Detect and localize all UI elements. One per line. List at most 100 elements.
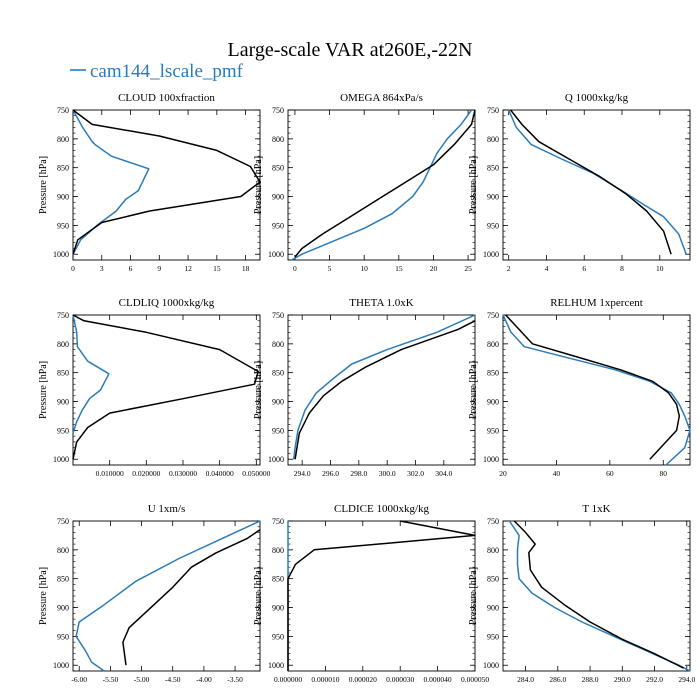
x-tick-label: 288.0 — [582, 675, 599, 684]
panel-6: RELHUM 1xpercent Pressure [hPa] 750 800 850 9… — [468, 297, 691, 478]
x-tick-label: 286.0 — [549, 675, 566, 684]
x-tick-label: 12 — [184, 264, 192, 273]
panel-3: Q 1000xkg/kg Pressure [hPa] 750 800 850 900 95… — [468, 92, 691, 273]
y-axis-label: Pressure [hPa] — [468, 361, 479, 419]
x-tick-label: 25 — [464, 264, 472, 273]
x-tick-label: 40 — [553, 469, 561, 478]
x-tick-label: 20 — [430, 264, 438, 273]
x-tick-label: 294.0 — [678, 675, 695, 684]
series-line-black — [287, 520, 476, 671]
y-tick-label: 950 — [57, 221, 69, 230]
x-tick-label: 3 — [100, 264, 104, 273]
y-axis-label: Pressure [hPa] — [38, 567, 49, 625]
panel-title: T 1xK — [582, 503, 610, 515]
x-tick-label: 80 — [660, 469, 668, 478]
panel-title: CLOUD 100xfraction — [118, 92, 215, 104]
plot-frame — [287, 109, 476, 261]
y-tick-label: 800 — [57, 340, 69, 349]
x-tick-label: 20 — [499, 469, 507, 478]
y-tick-label: 1000 — [268, 661, 284, 670]
x-tick-label: 0.000030 — [386, 675, 414, 684]
y-tick-label: 900 — [272, 604, 284, 613]
panel-1: CLOUD 100xfraction Pressure [hPa] 750 800 85… — [38, 92, 261, 273]
series-line-blue — [72, 314, 110, 434]
y-axis-label: Pressure [hPa] — [253, 567, 264, 625]
y-tick-label: 800 — [272, 546, 284, 555]
x-tick-label: 0 — [293, 264, 297, 273]
series-line-blue — [502, 314, 691, 466]
y-axis-label: Pressure [hPa] — [38, 156, 49, 214]
y-tick-label: 750 — [487, 106, 499, 115]
y-axis-label: Pressure [hPa] — [253, 156, 264, 214]
plot-frame — [72, 109, 261, 261]
panel-title: RELHUM 1xpercent — [550, 297, 643, 309]
y-tick-label: 900 — [272, 193, 284, 202]
x-tick-label: 0.040000 — [206, 469, 234, 478]
series-line-blue — [292, 314, 476, 460]
x-tick-label: 290.0 — [614, 675, 631, 684]
x-tick-label: -5.50 — [103, 675, 119, 684]
series-line-blue — [508, 520, 691, 672]
y-tick-label: 850 — [272, 164, 284, 173]
series-line-black — [72, 314, 259, 460]
panel-7: U 1xm/s Pressure [hPa] 750 800 850 900 950 1000… — [38, 503, 261, 684]
y-tick-label: 1000 — [483, 455, 499, 464]
x-tick-label: 0.000040 — [424, 675, 452, 684]
x-tick-label: 60 — [606, 469, 614, 478]
y-tick-label: 750 — [57, 311, 69, 320]
x-tick-label: 0 — [71, 264, 75, 273]
panel-8: CLDICE 1000xkg/kg Pressure [hPa] 750 800 850… — [253, 503, 489, 684]
y-tick-label: 900 — [57, 604, 69, 613]
y-tick-label: 950 — [487, 221, 499, 230]
y-tick-label: 1000 — [53, 455, 69, 464]
y-tick-label: 850 — [272, 369, 284, 378]
x-tick-label: 0.000050 — [461, 675, 489, 684]
series-line-black — [510, 109, 672, 255]
x-tick-label: 15 — [395, 264, 403, 273]
series-line-blue — [75, 520, 261, 672]
x-tick-label: 10 — [656, 264, 664, 273]
y-tick-label: 800 — [487, 340, 499, 349]
y-axis-label: Pressure [hPa] — [468, 567, 479, 625]
plot-frame — [502, 520, 691, 672]
y-tick-label: 800 — [57, 135, 69, 144]
y-tick-label: 750 — [487, 517, 499, 526]
y-tick-label: 1000 — [268, 250, 284, 259]
x-tick-label: 284.0 — [517, 675, 534, 684]
panel-5: THETA 1.0xK Pressure [hPa] 750 800 850 900 950… — [253, 297, 476, 478]
x-tick-label: 0.020000 — [132, 469, 160, 478]
y-tick-label: 850 — [57, 369, 69, 378]
y-tick-label: 900 — [487, 398, 499, 407]
x-tick-label: 6 — [129, 264, 133, 273]
plot-frame — [72, 520, 261, 672]
panel-title: Q 1000xkg/kg — [565, 92, 629, 104]
y-tick-label: 950 — [272, 426, 284, 435]
y-tick-label: 800 — [57, 546, 69, 555]
y-tick-label: 950 — [487, 632, 499, 641]
x-tick-label: 18 — [242, 264, 250, 273]
y-tick-label: 900 — [57, 193, 69, 202]
y-axis-label: Pressure [hPa] — [38, 361, 49, 419]
x-tick-label: 9 — [157, 264, 161, 273]
y-tick-label: 950 — [57, 632, 69, 641]
panel-4: CLDLIQ 1000xkg/kg Pressure [hPa] 750 800 850… — [38, 297, 271, 478]
x-tick-label: 15 — [213, 264, 221, 273]
x-tick-label: 10 — [360, 264, 368, 273]
y-tick-label: 750 — [57, 106, 69, 115]
x-tick-label: 0.000010 — [311, 675, 339, 684]
series-line-black — [513, 520, 684, 669]
panel-9: T 1xK Pressure [hPa] 750 800 850 900 950 1000 28… — [468, 503, 695, 684]
x-tick-label: 298.0 — [350, 469, 367, 478]
x-tick-label: 2 — [507, 264, 511, 273]
x-tick-label: 6 — [582, 264, 586, 273]
x-tick-label: 5 — [328, 264, 332, 273]
y-tick-label: 950 — [272, 221, 284, 230]
panel-title: CLDLIQ 1000xkg/kg — [119, 297, 215, 309]
y-tick-label: 900 — [272, 398, 284, 407]
y-tick-label: 1000 — [483, 661, 499, 670]
y-tick-label: 900 — [57, 398, 69, 407]
x-tick-label: 8 — [620, 264, 624, 273]
y-tick-label: 1000 — [483, 250, 499, 259]
y-tick-label: 850 — [487, 369, 499, 378]
